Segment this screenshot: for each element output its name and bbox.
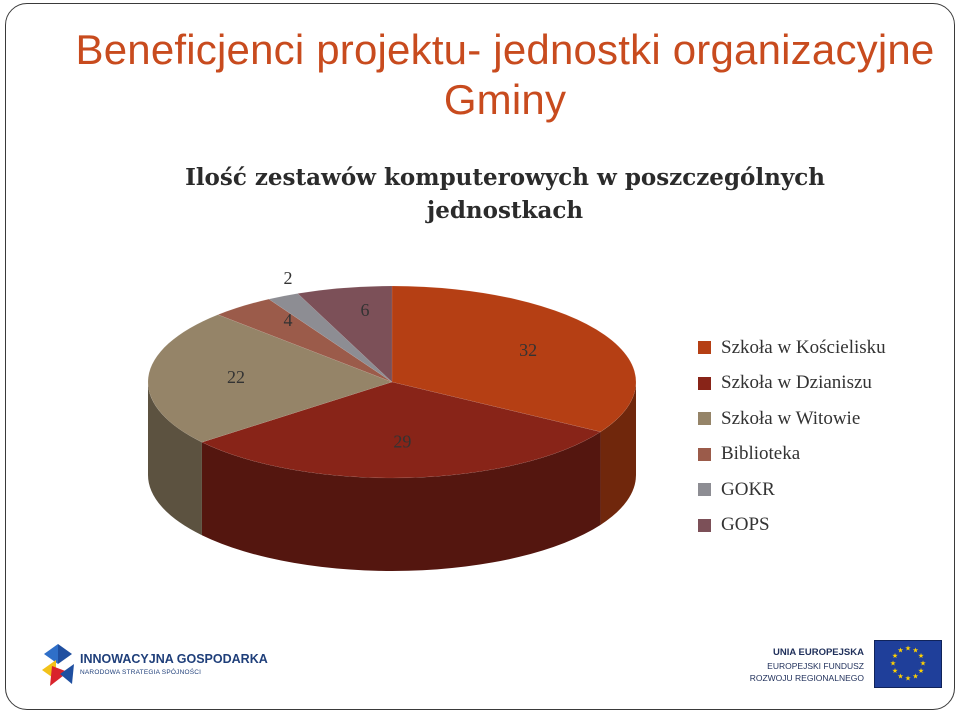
svg-text:★: ★ <box>905 645 911 653</box>
svg-text:★: ★ <box>905 675 911 683</box>
legend-item: GOPS <box>698 508 938 544</box>
pie-side-szkoła-w-witowie <box>148 382 202 536</box>
logo-left-subtitle: NARODOWA STRATEGIA SPÓJNOŚCI <box>80 669 202 676</box>
eu-text-line1: UNIA EUROPEJSKA <box>773 647 864 658</box>
legend-label: Szkoła w Witowie <box>721 407 861 429</box>
svg-text:★: ★ <box>920 660 926 668</box>
legend-label: Szkoła w Dzianiszu <box>721 372 872 394</box>
pie-side-szkoła-w-kościelisku <box>600 382 636 525</box>
pie-side-szkoła-w-dzianiszu <box>201 431 601 572</box>
svg-text:★: ★ <box>897 673 903 681</box>
slice-value-label: 6 <box>361 300 370 320</box>
legend-item: Szkoła w Kościelisku <box>698 330 938 366</box>
svg-text:★: ★ <box>912 647 918 655</box>
slice-value-label: 22 <box>227 367 245 387</box>
svg-text:★: ★ <box>890 660 896 668</box>
innovation-emblem-icon <box>42 644 74 686</box>
eu-flag-icon: ★ ★ ★ ★ ★ ★ ★ ★ ★ ★ ★ ★ <box>874 640 942 688</box>
pie-slice-szkoła-w-dzianiszu <box>201 381 602 479</box>
svg-text:★: ★ <box>892 652 898 660</box>
pie-sides <box>148 382 636 572</box>
logo-left-name: INNOWACYJNA GOSPODARKA <box>80 652 268 666</box>
eu-text-line2: EUROPEJSKI FUNDUSZ <box>767 661 864 671</box>
legend-swatch <box>698 341 711 355</box>
pie-slice-szkoła-w-kościelisku <box>391 285 637 433</box>
legend-item: Biblioteka <box>698 437 938 473</box>
svg-text:★: ★ <box>918 652 924 660</box>
legend-label: GOPS <box>721 514 770 536</box>
pie-slice-gokr <box>268 293 393 383</box>
legend-swatch <box>698 518 711 532</box>
eu-text-line3: ROZWOJU REGIONALNEGO <box>749 673 864 683</box>
slice-value-label: 29 <box>393 431 411 451</box>
chart-legend: Szkoła w Kościelisku Szkoła w Dzianiszu Sz… <box>698 330 938 543</box>
chart-title: Ilość zestawów komputerowych w poszczegó… <box>185 164 825 224</box>
legend-item: GOKR <box>698 472 938 508</box>
svg-text:★: ★ <box>892 667 898 675</box>
svg-text:★: ★ <box>897 647 903 655</box>
unia-europejska-logo: UNIA EUROPEJSKA EUROPEJSKI FUNDUSZ ROZWO… <box>740 640 942 688</box>
legend-label: Biblioteka <box>721 443 801 465</box>
legend-swatch <box>698 447 711 461</box>
svg-text:★: ★ <box>918 667 924 675</box>
legend-swatch <box>698 412 711 426</box>
slice-value-label: 4 <box>284 310 293 330</box>
slide-title: Beneficjenci projektu- jednostki organiz… <box>75 26 935 123</box>
legend-swatch <box>698 376 711 390</box>
legend-label: Szkoła w Kościelisku <box>721 336 886 358</box>
legend-item: Szkoła w Dzianiszu <box>698 366 938 402</box>
legend-swatch <box>698 483 711 497</box>
pie-slice-biblioteka <box>217 298 393 383</box>
svg-text:★: ★ <box>912 673 918 681</box>
pie-slice-szkoła-w-witowie <box>147 314 393 443</box>
pie-slice-gops <box>297 285 393 383</box>
legend-label: GOKR <box>721 478 775 500</box>
legend-item: Szkoła w Witowie <box>698 401 938 437</box>
slice-value-label: 32 <box>519 340 537 360</box>
slice-value-label: 2 <box>284 268 293 288</box>
innowacyjna-gospodarka-logo: INNOWACYJNA GOSPODARKA NARODOWA STRATEGI… <box>38 640 268 690</box>
